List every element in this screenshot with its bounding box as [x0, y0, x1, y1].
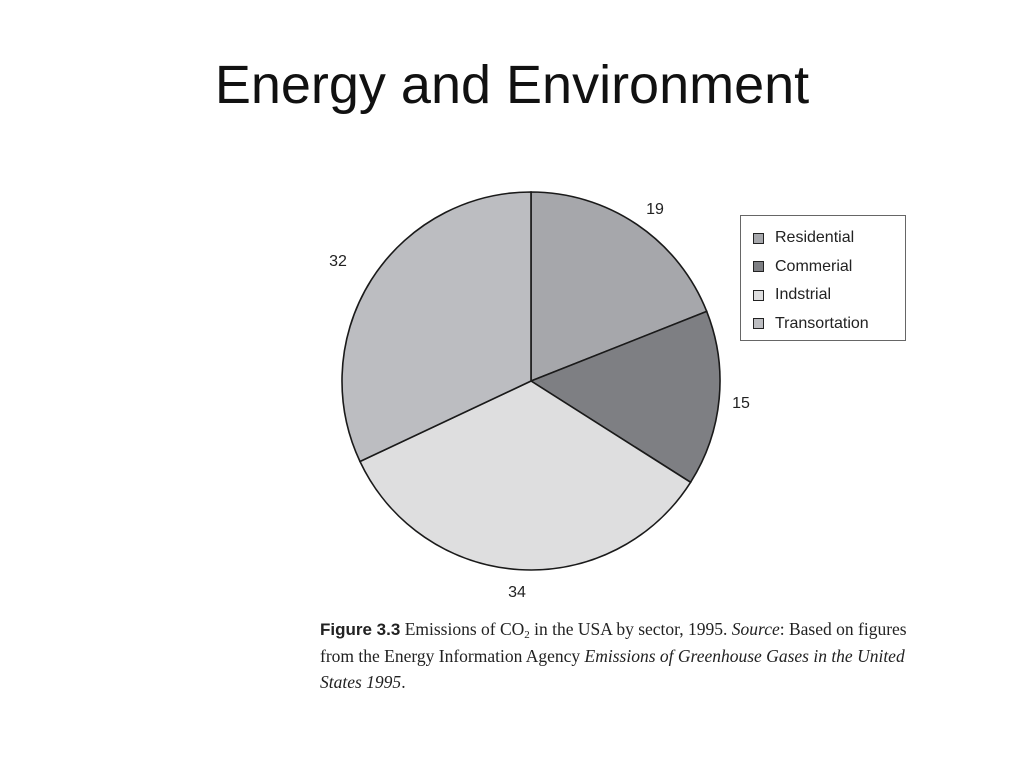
data-label-transportation: 32: [329, 253, 347, 270]
caption-text-3: : Based on figures from the Energy Infor…: [320, 619, 907, 666]
slide-title: Energy and Environment: [214, 55, 810, 115]
caption-text-2: in the USA by sector, 1995.: [529, 619, 732, 639]
legend-swatch-transportation: [753, 318, 764, 330]
figure-label: Figure 3.3: [320, 620, 401, 639]
legend-label-residential: Residential: [775, 229, 855, 247]
pie-slice-transportation: [341, 191, 532, 463]
caption-italic-title: Emissions of Greenhouse Gases in the Uni…: [320, 646, 905, 692]
legend-item-commercial: Commerial: [753, 253, 905, 282]
legend-label-industrial: Indstrial: [775, 286, 832, 304]
legend-label-commercial: Commerial: [775, 257, 853, 275]
pie-slice-residential: [530, 191, 708, 383]
data-label-industrial: 34: [508, 584, 526, 601]
legend-item-residential: Residential: [753, 224, 905, 253]
caption-subscript: 2: [524, 629, 530, 641]
legend-item-industrial: Indstrial: [753, 281, 905, 310]
pie-slice-commercial: [529, 310, 721, 484]
legend-swatch-industrial: [753, 289, 764, 301]
caption-end: .: [401, 672, 406, 692]
legend-label-transportation: Transortation: [775, 314, 869, 332]
legend-swatch-residential: [753, 232, 764, 244]
caption-source-label: Source: [731, 619, 780, 639]
caption-text-1: Emissions of CO: [400, 619, 525, 639]
chart-legend: Residential Commerial Indstrial Transort…: [740, 215, 906, 341]
figure-caption: Figure 3.3 Emissions of CO2 in the USA b…: [320, 616, 920, 695]
legend-swatch-commercial: [753, 261, 764, 273]
data-label-residential: 19: [646, 201, 664, 218]
legend-item-transportation: Transortation: [753, 310, 905, 339]
pie-slice-industrial: [358, 380, 692, 571]
data-label-commercial: 15: [732, 395, 750, 412]
